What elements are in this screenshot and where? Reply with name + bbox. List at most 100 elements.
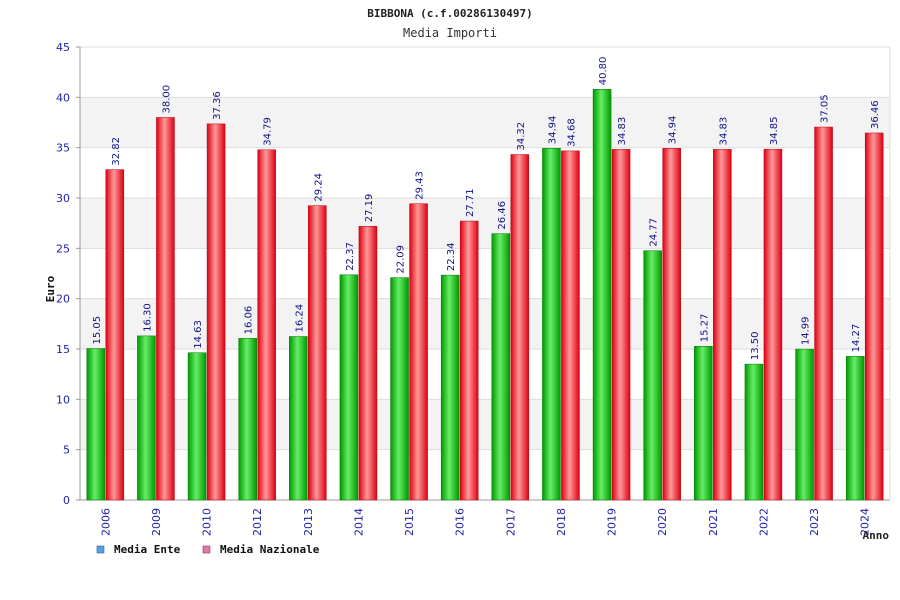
bar-media-ente-2021	[694, 346, 713, 501]
bar-value-label: 16.30	[142, 303, 153, 332]
x-axis-label: Anno	[863, 529, 890, 542]
bar-media-nazionale-2023	[814, 126, 833, 501]
y-tick-label: 15	[56, 343, 70, 356]
x-tick-label: 2009	[150, 508, 163, 536]
bar-value-label: 34.83	[617, 117, 628, 146]
legend: Media Ente Media Nazionale	[96, 543, 320, 556]
bar-media-nazionale-2010	[206, 123, 226, 501]
bar-value-label: 29.43	[415, 171, 426, 200]
x-tick-label: 2017	[504, 508, 517, 536]
x-tick-label: 2024	[859, 508, 872, 536]
bar-media-ente-2023	[795, 348, 814, 501]
bar-media-ente-2010	[187, 352, 207, 501]
y-tick-label: 30	[56, 192, 70, 205]
bar-value-label: 34.85	[769, 117, 780, 146]
bar-media-ente-2006	[86, 348, 106, 501]
bar-media-ente-2009	[137, 335, 156, 501]
y-tick-label: 10	[56, 393, 70, 406]
chart-subtitle: Media Importi	[403, 26, 497, 40]
bar-media-ente-2015	[390, 277, 409, 501]
bar-media-ente-2022	[744, 363, 764, 501]
bar-media-nazionale-2012	[257, 149, 276, 501]
bar-value-label: 16.06	[244, 306, 255, 335]
bar-value-label: 37.36	[212, 91, 223, 120]
bars	[86, 89, 884, 501]
x-tick-label: 2021	[707, 508, 720, 536]
bar-value-label: 22.37	[345, 242, 356, 271]
x-tick-label: 2019	[606, 508, 619, 536]
bar-value-label: 32.82	[111, 137, 122, 166]
x-tick-label: 2015	[403, 508, 416, 536]
bar-media-ente-2014	[339, 274, 359, 501]
y-tick-label: 5	[63, 444, 70, 457]
bar-media-nazionale-2013	[308, 205, 327, 501]
y-tick-label: 20	[56, 293, 70, 306]
bar-media-ente-2013	[289, 336, 308, 501]
x-tick-label: 2018	[555, 508, 568, 536]
x-tick-label: 2012	[251, 508, 264, 536]
legend-label-media-nazionale: Media Nazionale	[220, 543, 320, 556]
bar-media-ente-2016	[440, 274, 460, 501]
bar-value-label: 29.24	[313, 173, 324, 202]
bar-value-label: 34.32	[516, 122, 527, 151]
bar-labels: 15.05 32.82 16.30 38.00 14.63 37.36 16.06 34.79…	[92, 57, 881, 360]
x-tick-label: 2022	[757, 508, 770, 536]
bar-value-label: 34.94	[547, 116, 558, 145]
bar-media-ente-2018	[542, 148, 561, 501]
x-axis-ticks: 2006 2009 2010 2012 2013 2014 2015 2016 2017 2018…	[99, 508, 871, 536]
bar-value-label: 34.94	[668, 116, 679, 145]
bar-value-label: 34.83	[718, 117, 729, 146]
bar-media-nazionale-2018	[561, 150, 580, 501]
y-axis-label: Euro	[44, 275, 57, 302]
y-axis-ticks: 0 5 10 15 20 25 30 35 40 45	[56, 41, 80, 507]
bar-value-label: 27.19	[364, 194, 375, 223]
bar-media-nazionale-2016	[459, 220, 479, 501]
x-tick-label: 2006	[99, 508, 112, 536]
bar-value-label: 15.27	[699, 314, 710, 343]
bar-media-nazionale-2024	[864, 132, 884, 501]
bar-media-nazionale-2006	[105, 169, 125, 501]
bar-media-ente-2017	[491, 233, 511, 501]
bar-value-label: 40.80	[598, 57, 609, 86]
bar-media-nazionale-2022	[763, 148, 783, 501]
bar-media-nazionale-2021	[713, 149, 732, 501]
y-tick-label: 0	[63, 494, 70, 507]
legend-swatch-media-ente	[96, 545, 105, 554]
bar-value-label: 15.05	[92, 316, 103, 345]
bar-value-label: 22.34	[446, 242, 457, 271]
bar-media-ente-2012	[238, 338, 257, 501]
y-tick-label: 40	[56, 91, 70, 104]
legend-swatch-media-nazionale	[202, 545, 211, 554]
x-tick-label: 2023	[808, 508, 821, 536]
x-tick-label: 2020	[656, 508, 669, 536]
bar-value-label: 34.79	[263, 117, 274, 146]
bar-media-ente-2024	[845, 356, 865, 501]
legend-label-media-ente: Media Ente	[114, 543, 181, 556]
bar-value-label: 16.24	[294, 304, 305, 333]
bar-media-ente-2019	[592, 89, 612, 501]
bar-value-label: 13.50	[750, 331, 761, 360]
bar-value-label: 38.00	[161, 85, 172, 114]
bar-media-nazionale-2015	[409, 203, 428, 501]
bar-media-nazionale-2017	[510, 154, 530, 501]
bar-value-label: 37.05	[820, 94, 831, 123]
y-tick-label: 45	[56, 41, 70, 54]
x-tick-label: 2016	[454, 508, 467, 536]
y-tick-label: 25	[56, 242, 70, 255]
bar-value-label: 14.27	[851, 324, 862, 353]
plot-band	[80, 47, 890, 98]
chart-title: BIBBONA (c.f.00286130497)	[367, 7, 533, 20]
bar-value-label: 14.99	[801, 316, 812, 345]
y-tick-label: 35	[56, 142, 70, 155]
bar-value-label: 26.46	[497, 201, 508, 230]
bar-media-nazionale-2009	[156, 117, 175, 501]
bar-value-label: 27.71	[465, 188, 476, 217]
bar-value-label: 14.63	[193, 320, 204, 349]
bar-media-nazionale-2014	[358, 226, 378, 501]
x-tick-label: 2013	[302, 508, 315, 536]
bar-media-nazionale-2020	[662, 148, 681, 501]
x-tick-label: 2014	[352, 508, 365, 536]
x-tick-label: 2010	[201, 508, 214, 536]
